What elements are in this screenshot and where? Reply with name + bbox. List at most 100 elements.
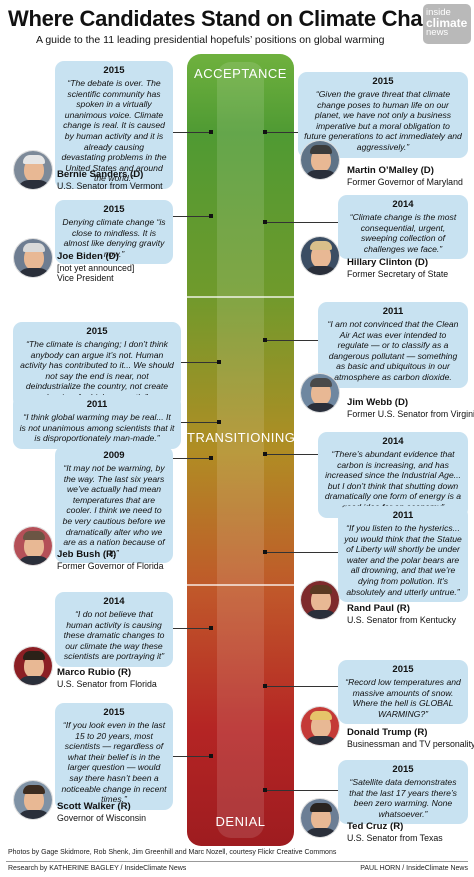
avatar-joe-biden xyxy=(13,238,53,278)
quote-bubble-paul-2011: 2011 “If you listen to the hysterics... … xyxy=(338,506,468,603)
candidate-jeb-bush: Jeb Bush (R) Former Governor of Florida xyxy=(57,549,164,571)
quote-bubble-trump: 2015 “Record low temperatures and massiv… xyxy=(338,660,468,725)
quote-text: “The debate is over. The scientific comm… xyxy=(61,78,167,184)
candidate-role: U.S. Senator from Vermont xyxy=(57,180,163,191)
avatar-ted-cruz xyxy=(300,798,340,838)
candidate-name: Ted Cruz (R) xyxy=(347,821,404,832)
quote-year: 2011 xyxy=(382,306,404,317)
candidate-name: Jim Webb (D) xyxy=(347,397,409,408)
connector-line xyxy=(173,458,211,459)
candidate-martin-omalley: Martin O’Malley (D) Former Governor of M… xyxy=(347,165,463,187)
connector-line xyxy=(181,422,219,423)
position-marker xyxy=(263,452,267,456)
quote-bubble-bush-2011: 2011 “I think global warming may be real… xyxy=(13,395,181,449)
position-marker xyxy=(263,130,267,134)
candidate-joe-biden: Joe Biden (D) [not yet announced] Vice P… xyxy=(57,251,135,284)
quote-text: “I do not believe that human activity is… xyxy=(63,609,165,662)
candidate-name: Martin O’Malley (D) xyxy=(347,165,434,176)
connector-line xyxy=(265,454,318,455)
position-marker xyxy=(263,788,267,792)
candidate-rand-paul: Rand Paul (R) U.S. Senator from Kentucky xyxy=(347,603,457,625)
quote-text: “I am not convinced that the Clean Air A… xyxy=(327,319,459,382)
position-marker xyxy=(263,220,267,224)
connector-line xyxy=(265,222,338,223)
quote-bubble-biden: 2015 Denying climate change “is close to… xyxy=(55,200,173,265)
avatar-jeb-bush xyxy=(13,526,53,566)
candidate-role: U.S. Senator from Florida xyxy=(57,678,157,689)
connector-line xyxy=(265,340,318,341)
candidate-name: Hillary Clinton (D) xyxy=(347,257,429,268)
avatar-donald-trump xyxy=(300,706,340,746)
quote-bubble-paul-2014: 2014 “There’s abundant evidence that car… xyxy=(318,432,468,518)
quote-year: 2014 xyxy=(103,596,125,607)
candidate-role: Former Secretary of State xyxy=(347,268,449,279)
quote-year: 2014 xyxy=(392,199,414,210)
quote-bubble-omalley: 2015 “Given the grave threat that climat… xyxy=(298,72,468,158)
photo-credits: Photos by Gage Skidmore, Rob Shenk, Jim … xyxy=(8,849,337,856)
avatar-bernie-sanders xyxy=(13,150,53,190)
avatar-rand-paul xyxy=(300,580,340,620)
scale-label-denial: DENIAL xyxy=(215,814,266,829)
insideclimate-news-logo: inside climate news xyxy=(423,4,471,44)
quote-text: “It may not be warming, by the way. The … xyxy=(62,463,166,558)
candidate-marco-rubio: Marco Rubio (R) U.S. Senator from Florid… xyxy=(57,667,157,689)
scale-bar-inner xyxy=(217,62,264,838)
research-credit: Research by KATHERINE BAGLEY / InsideCli… xyxy=(8,865,187,872)
candidate-name: Bernie Sanders (D) xyxy=(57,169,144,180)
candidate-name: Donald Trump (R) xyxy=(347,727,428,738)
candidate-name: Marco Rubio (R) xyxy=(57,667,132,678)
quote-text: “Record low temperatures and massive amo… xyxy=(345,677,461,719)
position-marker xyxy=(209,456,213,460)
candidate-role: Vice President xyxy=(57,273,114,283)
quote-year: 2015 xyxy=(392,664,414,675)
position-marker xyxy=(263,550,267,554)
connector-line xyxy=(265,686,338,687)
quote-text: “There’s abundant evidence that carbon i… xyxy=(324,449,462,512)
quote-text: “I think global warming may be real... I… xyxy=(19,412,175,444)
scale-divider-lower xyxy=(187,584,294,586)
candidate-status: [not yet announced] xyxy=(57,262,135,273)
quote-text: “Climate change is the most consequentia… xyxy=(349,212,457,254)
scale-divider-upper xyxy=(187,296,294,298)
candidate-role: Governor of Wisconsin xyxy=(57,812,146,823)
stance-scale-bar: ACCEPTANCE TRANSITIONING DENIAL xyxy=(187,54,295,846)
candidate-name: Rand Paul (R) xyxy=(347,603,410,614)
quote-year: 2015 xyxy=(372,76,394,87)
candidate-ted-cruz: Ted Cruz (R) U.S. Senator from Texas xyxy=(347,821,443,843)
quote-text: “Given the grave threat that climate cha… xyxy=(304,89,462,152)
quote-year: 2014 xyxy=(382,436,404,447)
quote-year: 2015 xyxy=(103,65,125,76)
position-marker xyxy=(217,360,221,364)
candidate-role: U.S. Senator from Kentucky xyxy=(347,614,457,625)
quote-text: “Satellite data demonstrates that the la… xyxy=(349,777,457,819)
quote-bubble-sanders: 2015 “The debate is over. The scientific… xyxy=(55,61,173,189)
quote-text: Denying climate change “is close to mind… xyxy=(62,217,166,259)
footer-divider xyxy=(6,861,468,862)
position-marker xyxy=(263,338,267,342)
connector-line xyxy=(265,790,338,791)
candidate-role: Former Governor of Maryland xyxy=(347,176,463,187)
quote-year: 2015 xyxy=(86,326,108,337)
position-marker xyxy=(263,684,267,688)
candidate-role: U.S. Senator from Texas xyxy=(347,832,443,843)
connector-line xyxy=(181,362,219,363)
candidate-bernie-sanders: Bernie Sanders (D) U.S. Senator from Ver… xyxy=(57,169,163,191)
candidate-role: Former U.S. Senator from Virginia xyxy=(347,408,474,419)
quote-text: “If you look even in the last 15 to 20 y… xyxy=(61,720,167,805)
page-subtitle: A guide to the 11 leading presidential h… xyxy=(36,34,385,46)
logo-line-1: inside xyxy=(426,7,451,18)
avatar-hillary-clinton xyxy=(300,236,340,276)
quote-year: 2011 xyxy=(86,399,108,410)
quote-bubble-bush-2009: 2009 “It may not be warming, by the way.… xyxy=(55,446,173,564)
avatar-jim-webb xyxy=(300,373,340,413)
position-marker xyxy=(217,420,221,424)
connector-line xyxy=(265,552,338,553)
logo-line-2: climate xyxy=(426,16,468,30)
candidate-role: Businessman and TV personality xyxy=(347,738,474,749)
quote-bubble-webb: 2011 “I am not convinced that the Clean … xyxy=(318,302,468,388)
quote-bubble-rubio: 2014 “I do not believe that human activi… xyxy=(55,592,173,667)
candidate-scott-walker: Scott Walker (R) Governor of Wisconsin xyxy=(57,801,146,823)
quote-bubble-walker: 2015 “If you look even in the last 15 to… xyxy=(55,703,173,810)
logo-line-3: news xyxy=(426,27,449,38)
avatar-martin-omalley xyxy=(300,140,340,180)
